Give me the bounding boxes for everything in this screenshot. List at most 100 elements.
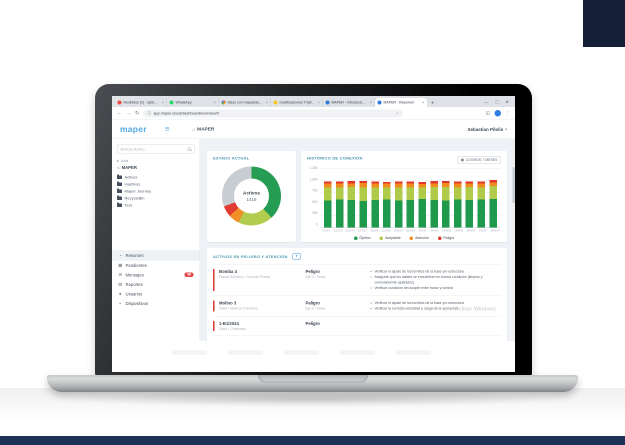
segment-Peligro: [359, 181, 368, 184]
y-tick-label: 500: [312, 200, 318, 204]
search-box: [117, 144, 195, 154]
legend-label: Óptimo: [359, 236, 371, 241]
maximize-button[interactable]: □: [495, 99, 499, 105]
segment-Óptimo: [347, 200, 356, 228]
sidebar-item-usuarios[interactable]: ● Usuarios: [112, 289, 200, 299]
x-tick-label: 9/4/24: [430, 229, 439, 233]
user-menu[interactable]: Sebastian Pilolis ▾: [467, 127, 507, 132]
alert-row[interactable]: Molino 3 Sand / Molinos Primarios Peligro E…: [213, 296, 501, 317]
tree-root[interactable]: ▸ Aria: [117, 159, 195, 164]
maper-logo[interactable]: maper: [120, 124, 147, 134]
bookmark-star-icon[interactable]: ☆: [395, 111, 400, 116]
browser-tab[interactable]: Recibidos (2) - aplicació…✕: [115, 98, 167, 107]
chevron-down-icon: ▾: [505, 127, 507, 132]
browser-tab[interactable]: WhatsApp ✕: [167, 98, 219, 107]
reload-icon[interactable]: ↻: [135, 110, 140, 117]
screen-reflection: [112, 341, 515, 372]
x-tick-label: 20/2/24: [345, 229, 355, 233]
sidebar-item-reportes[interactable]: ▤ Reportes: [112, 280, 200, 290]
alerts-rows: Bomba 4 Faena Sandbox / Correas Planta Pel…: [213, 264, 501, 336]
segment-Atención: [489, 182, 497, 187]
back-icon[interactable]: ←: [117, 110, 122, 117]
scrollbar-thumb[interactable]: [512, 167, 515, 203]
legend-label: Peligro: [443, 236, 455, 241]
search-icon[interactable]: [187, 147, 191, 151]
sidebar-item-mensajes[interactable]: ✉ Mensajes 98: [112, 270, 200, 280]
alert-row[interactable]: 1-B1/2024 Sand / Chancado Peligro: [213, 317, 501, 336]
scrollbar[interactable]: [512, 139, 515, 341]
close-button[interactable]: ✕: [505, 99, 509, 105]
segment-Atención: [347, 183, 356, 187]
alert-row[interactable]: Bomba 4 Faena Sandbox / Correas Planta Pel…: [213, 265, 501, 296]
segment-Atención: [477, 183, 486, 188]
sidebar-nav: ◔ Resumen ▦ Pendientes ✉ Mensajes 98 ▤ Reportes ●…: [112, 250, 200, 309]
tab-close-icon[interactable]: ✕: [369, 101, 372, 105]
legend-item: Aceptable: [379, 236, 401, 240]
sidebar-item-label: Reportes: [125, 281, 143, 287]
tab-close-icon[interactable]: ✕: [213, 101, 216, 105]
caret-icon[interactable]: ▸: [117, 158, 120, 164]
sidebar-item-pendientes[interactable]: ▦ Pendientes: [112, 261, 200, 271]
segment-Atención: [453, 183, 462, 188]
segment-Aceptable: [394, 187, 403, 201]
tab-strip: Recibidos (2) - aplicació…✕WhatsApp✕Idea…: [112, 96, 515, 107]
photos-icon: [221, 100, 226, 105]
sidebar-folder-activos[interactable]: Activos: [117, 174, 195, 181]
browser-tab[interactable]: modificaciones Trípticos…✕: [271, 98, 323, 107]
tab-close-icon[interactable]: ✕: [317, 101, 320, 105]
profile-avatar[interactable]: [494, 110, 501, 117]
tab-close-icon[interactable]: ✕: [265, 101, 268, 105]
filter-button[interactable]: ▼: [292, 253, 301, 260]
segment-Peligro: [335, 181, 344, 184]
segment-Aceptable: [442, 187, 450, 201]
tree-org[interactable]: ⌂ MAPER: [117, 165, 195, 170]
bar-23/4/24: [453, 181, 462, 228]
address-field[interactable]: ⓘ app.maper.cloud/dashboard/overview/9 ☆: [143, 109, 404, 118]
minimize-button[interactable]: —: [484, 99, 489, 105]
laptop-notch: [257, 375, 368, 383]
folder-icon: [117, 181, 122, 186]
browser-tab[interactable]: MAPER - Resumen ✕: [375, 98, 427, 107]
sidebar-folder-maper-journey[interactable]: Maper Journey: [117, 188, 195, 195]
new-tab-button[interactable]: +: [431, 100, 435, 106]
y-tick-label: 0: [315, 222, 318, 227]
asset-cell: Bomba 4 Faena Sandbox / Correas Planta: [213, 269, 306, 291]
browser-tab[interactable]: MAPER - Introducción/Inici…✕: [323, 98, 375, 107]
folder-label: Test: [124, 202, 132, 208]
tab-close-icon[interactable]: ✕: [161, 101, 164, 105]
sidebar-folder-recyclebin[interactable]: RecycleBin: [117, 195, 195, 202]
estado-card-title: ESTADO ACTUAL: [213, 156, 250, 161]
laptop-screen: Recibidos (2) - aplicació…✕WhatsApp✕Idea…: [112, 96, 515, 372]
segment-Peligro: [394, 181, 403, 184]
segment-Atención: [383, 183, 391, 188]
browser-actions: ◫ ⋮: [486, 110, 510, 117]
folder-icon: [117, 202, 122, 207]
recommendation-item: Verificar la correcta velocidad y carga …: [371, 306, 502, 312]
segment-Óptimo: [442, 200, 450, 228]
asset-location: Sand / Molinos Primarios: [219, 307, 258, 311]
hamburger-menu-icon[interactable]: ≡: [164, 124, 170, 134]
sidebar-folder-inactivos[interactable]: Inactivos: [117, 181, 195, 188]
segment-Peligro: [383, 181, 391, 184]
x-tick-label: 19/3/24: [393, 229, 403, 233]
tab-close-icon[interactable]: ✕: [421, 101, 425, 105]
site-info-icon[interactable]: ⓘ: [147, 111, 151, 116]
browser-menu-icon[interactable]: ⋮: [505, 110, 511, 116]
date-range-button[interactable]: ▦ ÚLTIMOS 7 MESES: [457, 156, 501, 164]
search-input[interactable]: [120, 146, 188, 152]
bar-12/3/24: [383, 181, 391, 228]
summary-icon: ◔: [119, 253, 122, 258]
status-cell: Peligro Eje 2 / Toma: [306, 269, 371, 291]
browser-tab[interactable]: Ideas con maquetas - Go…✕: [219, 98, 271, 107]
segment-Atención: [430, 183, 438, 188]
sidebar-item-dispositivos[interactable]: ▪ Dispositivos: [112, 299, 200, 309]
forward-icon[interactable]: →: [126, 110, 131, 117]
sidebar-folder-test[interactable]: Test: [117, 202, 195, 209]
sidebar-item-resumen[interactable]: ◔ Resumen: [112, 251, 200, 261]
url-bar: ← → ↻ ⓘ app.maper.cloud/dashboard/overvi…: [112, 107, 515, 120]
extensions-icon[interactable]: ◫: [485, 110, 490, 116]
segment-Peligro: [465, 181, 474, 184]
